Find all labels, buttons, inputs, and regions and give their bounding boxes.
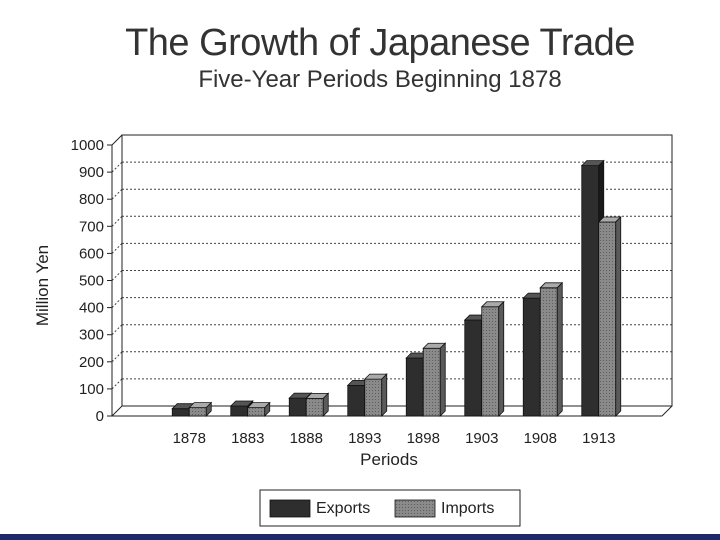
gridline-depth: [111, 188, 123, 200]
y-tick-label: 600: [79, 245, 104, 262]
gridline-depth: [111, 161, 123, 173]
bar-imports-1908: [539, 281, 564, 417]
bar-front: [598, 221, 617, 417]
legend-swatch: [394, 499, 436, 518]
gridline-depth: [111, 215, 123, 227]
axis-depth-line: [661, 405, 673, 417]
bar-side: [556, 281, 563, 417]
x-tick-label: 1888: [290, 430, 323, 447]
axis-depth-line: [111, 134, 123, 146]
y-tick-label: 700: [79, 218, 104, 235]
gridline-depth: [111, 351, 123, 363]
y-axis-title: Million Yen: [33, 245, 52, 326]
x-tick-label: 1893: [348, 430, 381, 447]
bar-front: [481, 306, 500, 417]
bar-front: [405, 357, 424, 417]
x-tick-label: 1908: [524, 430, 557, 447]
bar-side: [439, 342, 446, 417]
bar-side: [322, 392, 329, 417]
x-tick-label: 1878: [173, 430, 206, 447]
x-tick-label: 1913: [582, 430, 615, 447]
bar-front: [581, 165, 600, 417]
bar-imports-1893: [363, 373, 388, 417]
bar-side: [205, 401, 212, 417]
bar-front: [422, 347, 441, 417]
y-tick-label: 300: [79, 327, 104, 344]
bar-front: [230, 405, 249, 417]
y-tick-label: 400: [79, 300, 104, 317]
bar-side: [381, 373, 388, 417]
gridline-depth: [111, 378, 123, 390]
gridline-depth: [111, 270, 123, 281]
legend-label: Exports: [316, 500, 370, 517]
y-tick-label: 800: [79, 191, 104, 208]
chart-title: The Growth of Japanese Trade: [125, 22, 635, 64]
bar-front: [522, 297, 541, 417]
bar-imports-1913: [597, 215, 622, 417]
y-tick-label: 500: [79, 273, 104, 290]
gridline-depth: [111, 297, 123, 308]
gridline-depth: [111, 243, 123, 254]
bar-front: [305, 397, 324, 417]
plot-back-wall: [121, 134, 673, 407]
footer-bar: [0, 534, 720, 540]
y-tick-label: 1000: [71, 137, 104, 154]
bar-front: [364, 378, 383, 417]
bar-imports-1903: [480, 300, 505, 417]
y-tick-label: 900: [79, 164, 104, 181]
x-tick-label: 1903: [465, 430, 498, 447]
bar-imports-1898: [422, 342, 447, 417]
bar-side: [264, 401, 271, 417]
x-tick-label: 1883: [231, 430, 264, 447]
bar-side: [615, 215, 622, 417]
y-tick-label: 0: [96, 408, 104, 425]
x-axis-title: Periods: [360, 450, 418, 469]
bar-front: [539, 287, 558, 417]
axis-depth-line: [111, 405, 123, 417]
x-tick-label: 1898: [407, 430, 440, 447]
legend-label: Imports: [441, 500, 494, 517]
bar-front: [247, 407, 266, 417]
bar-front: [347, 384, 366, 417]
bar-front: [188, 407, 207, 417]
bar-front: [171, 408, 190, 417]
y-tick-label: 100: [79, 381, 104, 398]
bar-front: [288, 397, 307, 417]
y-tick-label: 200: [79, 354, 104, 371]
bar-front: [464, 319, 483, 417]
chart-subtitle: Five-Year Periods Beginning 1878: [198, 66, 562, 93]
bar-imports-1888: [305, 392, 330, 417]
gridline-depth: [111, 324, 123, 336]
bar-side: [498, 300, 505, 417]
bar-imports-1878: [188, 401, 213, 417]
bar-imports-1883: [246, 401, 271, 417]
legend-swatch: [269, 499, 311, 518]
